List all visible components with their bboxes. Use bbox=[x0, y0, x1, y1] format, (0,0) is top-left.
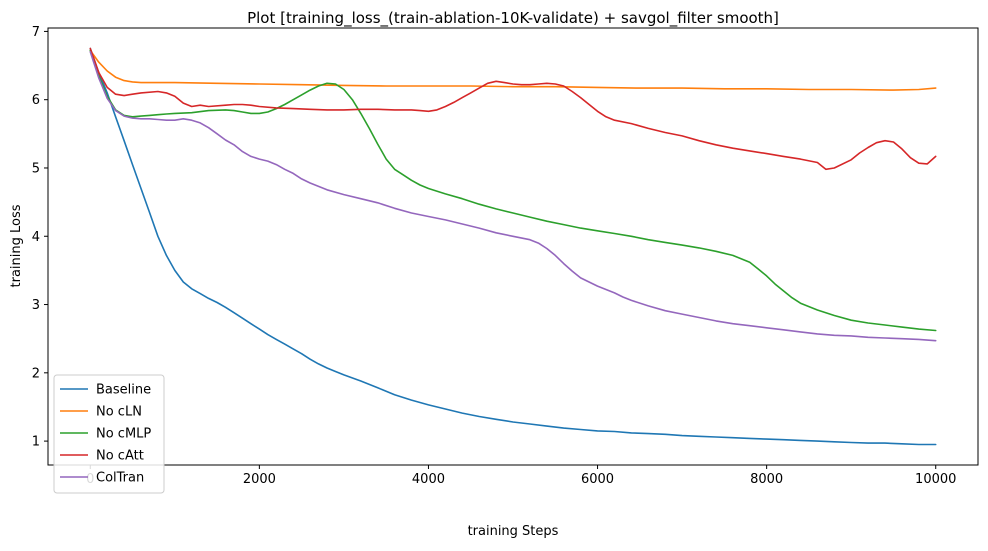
y-tick-label: 3 bbox=[32, 298, 40, 313]
y-tick-label: 6 bbox=[32, 93, 40, 108]
legend-label: ColTran bbox=[96, 471, 144, 486]
series-line-coltran bbox=[89, 51, 937, 342]
x-tick-label: 6000 bbox=[581, 472, 614, 487]
legend-label: No cLN bbox=[96, 405, 142, 420]
x-tick-label: 2000 bbox=[243, 472, 276, 487]
series-line-no-catt bbox=[89, 47, 937, 171]
y-tick-label: 5 bbox=[32, 161, 40, 176]
legend-box bbox=[53, 374, 165, 494]
legend-label: No cMLP bbox=[96, 427, 151, 442]
x-axis-label: training Steps bbox=[468, 524, 559, 539]
x-tick-label: 8000 bbox=[750, 472, 783, 487]
plot-area bbox=[48, 28, 978, 465]
plot-frame bbox=[47, 27, 979, 466]
y-tick-label: 4 bbox=[32, 230, 40, 245]
y-tick-label: 7 bbox=[32, 25, 40, 40]
x-tick-label: 10000 bbox=[915, 472, 956, 487]
y-axis-label: training Loss bbox=[9, 204, 24, 287]
series-line-baseline bbox=[89, 47, 937, 446]
legend-label: No cAtt bbox=[96, 449, 144, 464]
y-tick-label: 2 bbox=[32, 366, 40, 381]
series-line-no-cln bbox=[89, 49, 937, 91]
x-tick-label: 4000 bbox=[412, 472, 445, 487]
legend-label: Baseline bbox=[96, 383, 151, 398]
chart-title: Plot [training_loss_(train-ablation-10K-… bbox=[247, 9, 779, 28]
y-tick-label: 1 bbox=[32, 435, 40, 450]
series-layer bbox=[89, 47, 937, 446]
legend: Baseline No cLN No cMLP No cAtt ColTran bbox=[53, 374, 165, 494]
x-axis: 0200040006000800010000 bbox=[86, 465, 956, 487]
series-line-no-cmlp bbox=[89, 49, 937, 332]
y-axis: 1 2 3 4 5 6 7 bbox=[32, 25, 48, 450]
